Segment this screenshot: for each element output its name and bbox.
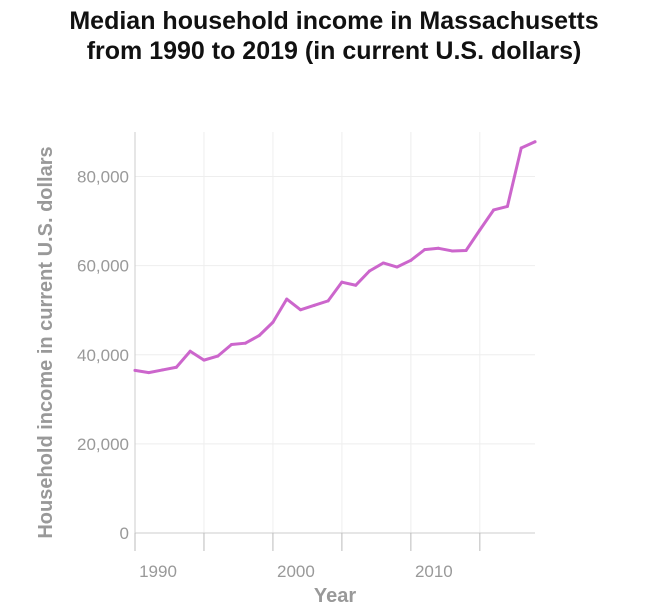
- data-point: [533, 140, 537, 144]
- data-point: [367, 269, 371, 273]
- y-axis-title: Household income in current U.S. dollars: [35, 146, 57, 538]
- x-tick-label: 2010: [415, 562, 453, 581]
- chart-title-line-2: from 1990 to 2019 (in current U.S. dolla…: [86, 37, 582, 65]
- data-point: [147, 371, 151, 375]
- y-tick-label: 80,000: [77, 168, 129, 187]
- x-tick-label: 1990: [139, 562, 177, 581]
- x-axis-title: Year: [314, 585, 356, 607]
- series-layer: [133, 140, 537, 375]
- data-point: [326, 299, 330, 303]
- data-point: [340, 280, 344, 284]
- data-point: [423, 248, 427, 252]
- series-line: [133, 140, 537, 375]
- data-point: [257, 334, 261, 338]
- data-point: [133, 368, 137, 372]
- tick-labels: 1990 2000 2010 0 20,000 40,000 60,000 80,000: [77, 168, 453, 581]
- y-tick-label: 60,000: [77, 257, 129, 276]
- data-point: [492, 208, 496, 212]
- data-point: [271, 320, 275, 324]
- y-tick-label: 0: [120, 524, 129, 543]
- y-tick-label: 40,000: [77, 346, 129, 365]
- data-point: [202, 358, 206, 362]
- data-point: [409, 258, 413, 262]
- data-point: [243, 341, 247, 345]
- data-point: [478, 228, 482, 232]
- x-tick-label: 2000: [277, 562, 315, 581]
- data-point: [436, 246, 440, 250]
- chart-title: Median household income in Massachusetts…: [0, 6, 668, 66]
- axes: [134, 132, 535, 551]
- data-point: [188, 349, 192, 353]
- data-point: [464, 249, 468, 253]
- data-point: [395, 265, 399, 269]
- data-point: [519, 146, 523, 150]
- grid: [134, 132, 535, 534]
- data-point: [312, 303, 316, 307]
- data-point: [285, 297, 289, 301]
- data-point: [299, 308, 303, 312]
- data-point: [354, 283, 358, 287]
- data-point: [450, 249, 454, 253]
- data-point: [161, 368, 165, 372]
- data-point: [174, 365, 178, 369]
- data-point: [381, 261, 385, 265]
- data-point: [505, 204, 509, 208]
- data-point: [216, 354, 220, 358]
- data-point: [230, 343, 234, 347]
- y-tick-label: 20,000: [77, 435, 129, 454]
- chart-title-line-1: Median household income in Massachusetts: [69, 7, 599, 35]
